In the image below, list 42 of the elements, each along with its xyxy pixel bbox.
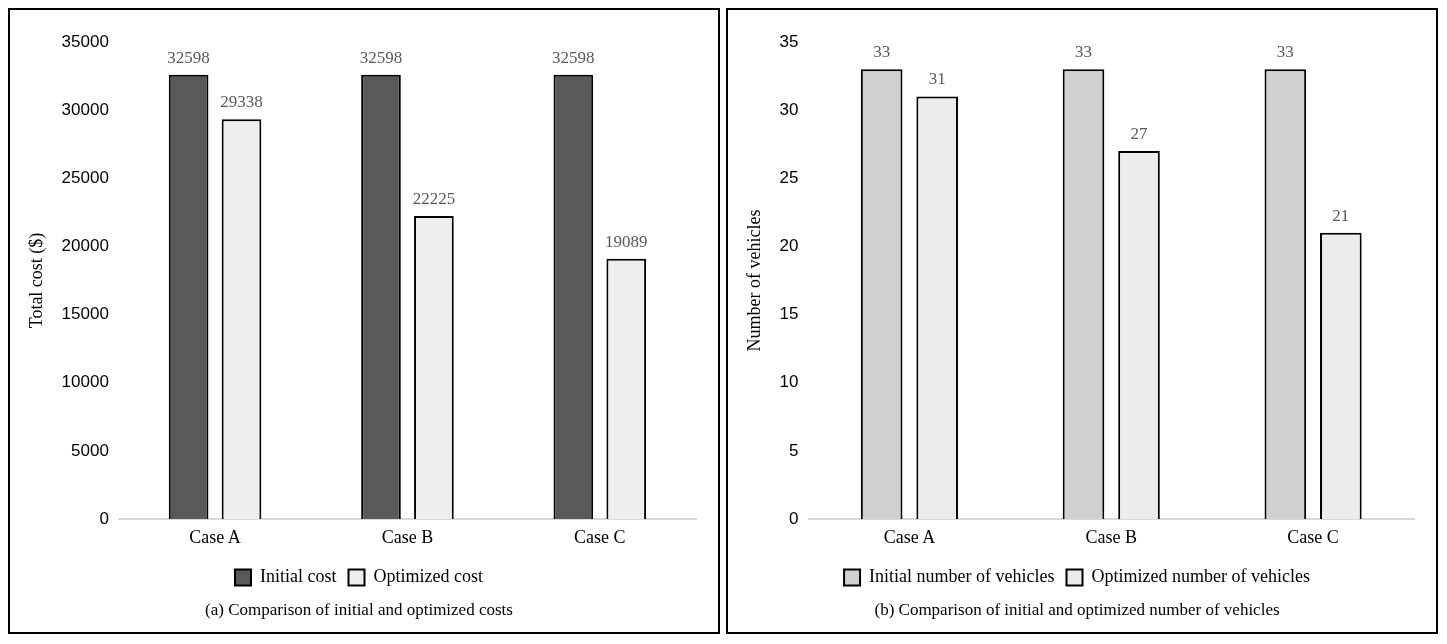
y-tick-label: 25000 <box>61 167 109 187</box>
y-tick-label: 15000 <box>61 304 109 324</box>
y-tick-label: 10000 <box>61 372 109 392</box>
y-tick-label: 20 <box>779 236 799 256</box>
text: (b) Comparison of initial and optimized number of vehicles <box>874 600 1280 620</box>
data-label: 33 <box>873 42 891 62</box>
x-tick-label: Case B <box>381 526 434 547</box>
data-label: 19089 <box>605 231 648 251</box>
y-tick-label: 0 <box>789 508 799 528</box>
data-label: 22225 <box>412 189 456 209</box>
data-label: 29338 <box>220 92 263 112</box>
x-tick-label: Case C <box>1287 526 1339 547</box>
y-axis-title: Number of vehicles <box>743 209 764 352</box>
y-tick-label: 0 <box>99 508 109 528</box>
y-tick-label: 25 <box>779 167 799 187</box>
data-label: 27 <box>1130 124 1149 143</box>
y-tick-label: 35 <box>779 31 799 51</box>
x-tick-label: Case A <box>883 526 936 547</box>
y-tick-label: 30 <box>779 99 799 119</box>
y-tick-label: 20000 <box>61 236 109 256</box>
data-label: 32598 <box>167 47 210 67</box>
x-tick-label: Case B <box>1085 526 1137 547</box>
data-label: 32598 <box>552 47 595 67</box>
y-tick-label: 15 <box>779 304 799 324</box>
y-axis-title: Total cost ($) <box>25 232 47 329</box>
data-label: 33 <box>1075 42 1092 62</box>
y-tick-label: 30000 <box>61 99 109 119</box>
y-tick-label: 10 <box>779 372 799 392</box>
y-tick-label: 5 <box>789 440 799 460</box>
data-label: 21 <box>1332 205 1350 225</box>
y-tick-label: 35000 <box>61 31 109 51</box>
data-label: 33 <box>1276 42 1294 62</box>
legend-label: Optimized cost <box>373 566 483 587</box>
data-label: 32598 <box>359 47 403 67</box>
legend-label: Initial number of vehicles <box>869 566 1055 587</box>
text: (a) Comparison of initial and optimized costs <box>205 600 513 620</box>
x-tick-label: Case C <box>574 526 626 547</box>
legend-label: Optimized number of vehicles <box>1091 566 1310 587</box>
y-tick-label: 5000 <box>71 440 109 460</box>
legend-label: Initial cost <box>260 566 337 587</box>
data-label: 31 <box>928 69 946 89</box>
x-tick-label: Case A <box>189 526 241 547</box>
